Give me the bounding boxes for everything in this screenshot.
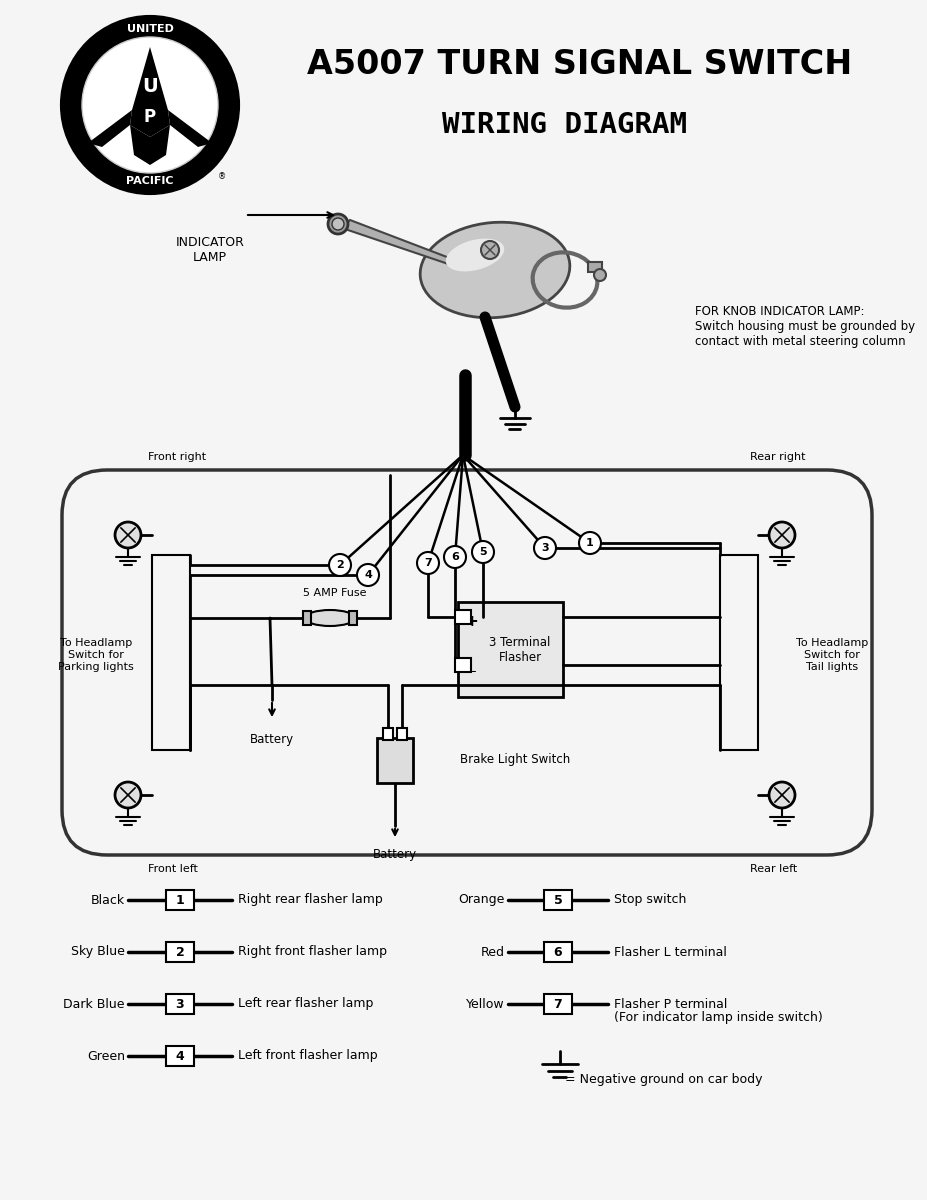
- Circle shape: [768, 522, 794, 548]
- Bar: [543, 942, 571, 962]
- Text: 1: 1: [586, 538, 593, 548]
- Text: UNITED: UNITED: [126, 24, 173, 34]
- Text: 4: 4: [175, 1050, 184, 1062]
- Text: WIRING DIAGRAM: WIRING DIAGRAM: [442, 110, 687, 139]
- Text: Front left: Front left: [147, 864, 197, 874]
- Circle shape: [327, 214, 348, 234]
- Text: L: L: [468, 661, 475, 674]
- Text: FOR KNOB INDICATOR LAMP:
Switch housing must be grounded by
contact with metal s: FOR KNOB INDICATOR LAMP: Switch housing …: [694, 305, 914, 348]
- Text: PACIFIC: PACIFIC: [126, 176, 173, 186]
- Circle shape: [115, 782, 141, 808]
- Text: Stop switch: Stop switch: [614, 894, 686, 906]
- Circle shape: [357, 564, 378, 586]
- Ellipse shape: [420, 222, 569, 318]
- Bar: [376, 738, 413, 782]
- Text: = Negative ground on car body: = Negative ground on car body: [565, 1073, 762, 1086]
- Text: Rear right: Rear right: [749, 452, 805, 462]
- Text: +: +: [465, 614, 477, 630]
- Text: 5 AMP Fuse: 5 AMP Fuse: [303, 588, 366, 598]
- Circle shape: [82, 37, 218, 173]
- Text: Right front flasher lamp: Right front flasher lamp: [237, 946, 387, 959]
- Text: Flasher P terminal: Flasher P terminal: [614, 997, 727, 1010]
- Text: 3: 3: [175, 997, 184, 1010]
- Text: 3: 3: [540, 542, 548, 553]
- Polygon shape: [130, 125, 170, 164]
- Text: 7: 7: [553, 997, 562, 1010]
- Text: 4: 4: [363, 570, 372, 580]
- Bar: [166, 890, 194, 910]
- Circle shape: [68, 23, 232, 187]
- Bar: [719, 554, 757, 750]
- Text: 7: 7: [424, 558, 431, 568]
- Text: 3 Terminal
Flasher: 3 Terminal Flasher: [489, 636, 550, 664]
- Text: 1: 1: [175, 894, 184, 906]
- Text: 6: 6: [451, 552, 459, 562]
- Polygon shape: [88, 110, 132, 146]
- Text: Left front flasher lamp: Left front flasher lamp: [237, 1050, 377, 1062]
- Bar: [588, 262, 602, 272]
- Bar: [454, 658, 471, 672]
- Ellipse shape: [305, 610, 355, 626]
- Text: Rear left: Rear left: [749, 864, 796, 874]
- Circle shape: [332, 218, 344, 230]
- Circle shape: [578, 532, 601, 554]
- Circle shape: [443, 546, 465, 568]
- Circle shape: [593, 269, 605, 281]
- Polygon shape: [168, 110, 211, 146]
- Text: Red: Red: [480, 946, 504, 959]
- Text: Orange: Orange: [458, 894, 504, 906]
- Bar: [166, 1046, 194, 1066]
- Ellipse shape: [445, 239, 503, 271]
- Text: To Headlamp
Switch for
Tail lights: To Headlamp Switch for Tail lights: [795, 638, 867, 672]
- Text: (For indicator lamp inside switch): (For indicator lamp inside switch): [614, 1012, 822, 1025]
- Polygon shape: [342, 220, 465, 270]
- Text: Front right: Front right: [147, 452, 206, 462]
- Circle shape: [416, 552, 438, 574]
- Text: INDICATOR
LAMP: INDICATOR LAMP: [175, 236, 244, 264]
- Text: Right rear flasher lamp: Right rear flasher lamp: [237, 894, 382, 906]
- Bar: [303, 611, 311, 625]
- Bar: [166, 994, 194, 1014]
- Text: 5: 5: [553, 894, 562, 906]
- Circle shape: [115, 522, 141, 548]
- Bar: [454, 610, 471, 624]
- Circle shape: [768, 782, 794, 808]
- Bar: [543, 994, 571, 1014]
- Text: Green: Green: [87, 1050, 125, 1062]
- Text: 6: 6: [553, 946, 562, 959]
- Circle shape: [472, 541, 493, 563]
- Bar: [349, 611, 357, 625]
- Text: A5007 TURN SIGNAL SWITCH: A5007 TURN SIGNAL SWITCH: [307, 48, 852, 82]
- Bar: [383, 728, 392, 740]
- Bar: [543, 890, 571, 910]
- Text: U: U: [142, 78, 158, 96]
- Text: 2: 2: [175, 946, 184, 959]
- Text: Black: Black: [91, 894, 125, 906]
- Text: P: P: [144, 108, 156, 126]
- Circle shape: [480, 241, 499, 259]
- Circle shape: [533, 538, 555, 559]
- Polygon shape: [130, 47, 170, 137]
- Text: Brake Light Switch: Brake Light Switch: [460, 754, 569, 767]
- Bar: [152, 554, 190, 750]
- Bar: [458, 602, 563, 697]
- Circle shape: [329, 554, 350, 576]
- Bar: [397, 728, 407, 740]
- Text: ®: ®: [218, 173, 226, 181]
- Text: Dark Blue: Dark Blue: [63, 997, 125, 1010]
- Circle shape: [62, 17, 237, 193]
- Bar: [166, 942, 194, 962]
- Text: Battery: Battery: [373, 848, 416, 862]
- Text: 2: 2: [336, 560, 344, 570]
- Text: Battery: Battery: [249, 733, 294, 746]
- Text: Sky Blue: Sky Blue: [71, 946, 125, 959]
- Text: Left rear flasher lamp: Left rear flasher lamp: [237, 997, 373, 1010]
- Text: Flasher L terminal: Flasher L terminal: [614, 946, 726, 959]
- Text: To Headlamp
Switch for
Parking lights: To Headlamp Switch for Parking lights: [58, 638, 133, 672]
- Text: Yellow: Yellow: [466, 997, 504, 1010]
- Text: 5: 5: [478, 547, 487, 557]
